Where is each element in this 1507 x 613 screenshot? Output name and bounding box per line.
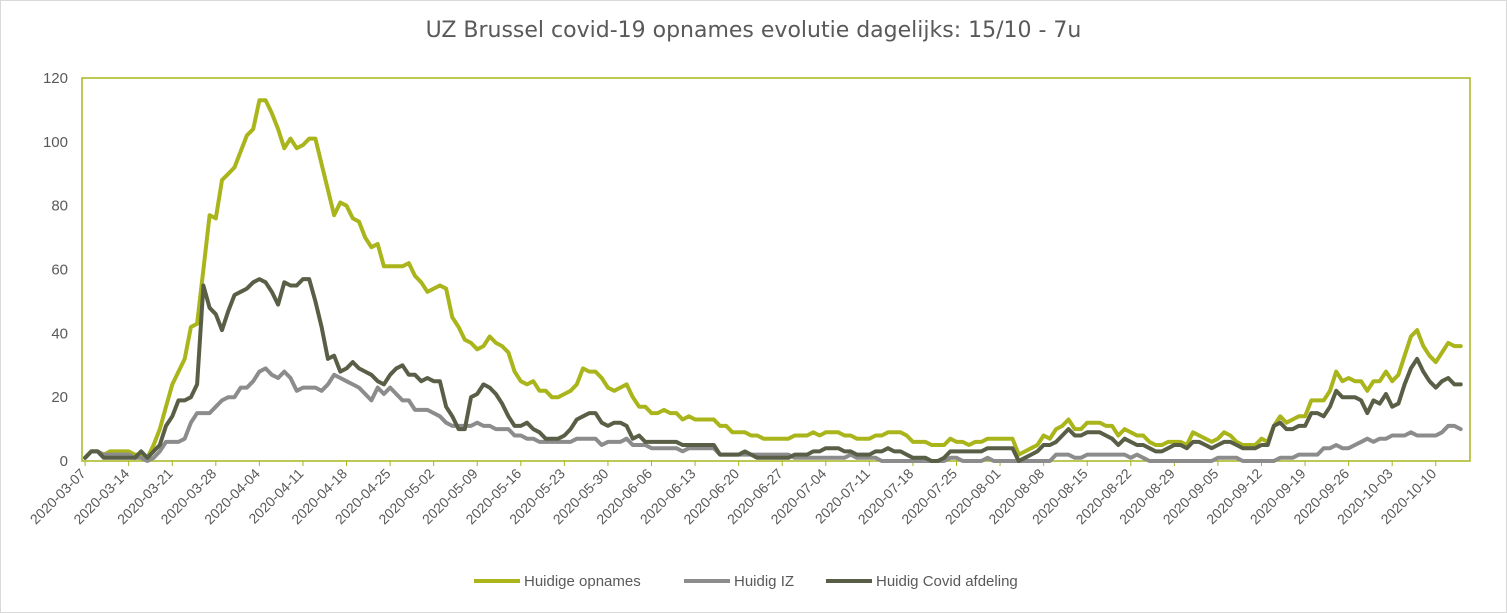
y-axis: 0 20 40 60 80 100 120	[43, 70, 68, 470]
y-tick-label: 100	[43, 134, 68, 151]
series-line-3	[83, 277, 1463, 463]
plot-area	[81, 77, 1471, 462]
y-tick-label: 120	[43, 70, 68, 87]
series-line-1	[83, 98, 1463, 460]
legend-label: Huidig IZ	[734, 573, 794, 590]
legend-label: Huidig Covid afdeling	[876, 573, 1018, 590]
legend: Huidige opnames Huidig IZ Huidig Covid afd…	[474, 573, 1018, 590]
legend-label: Huidige opnames	[524, 573, 641, 590]
y-tick-label: 0	[60, 453, 68, 470]
y-tick-label: 80	[51, 198, 68, 215]
y-tick-label: 40	[51, 325, 68, 342]
series-layer	[83, 98, 1463, 463]
x-axis: 2020-03-072020-03-142020-03-212020-03-28…	[27, 461, 1439, 527]
y-tick-label: 20	[51, 389, 68, 406]
y-tick-label: 60	[51, 262, 68, 279]
series-line-2	[83, 366, 1463, 463]
chart-title: UZ Brussel covid-19 opnames evolutie dag…	[425, 18, 1082, 43]
